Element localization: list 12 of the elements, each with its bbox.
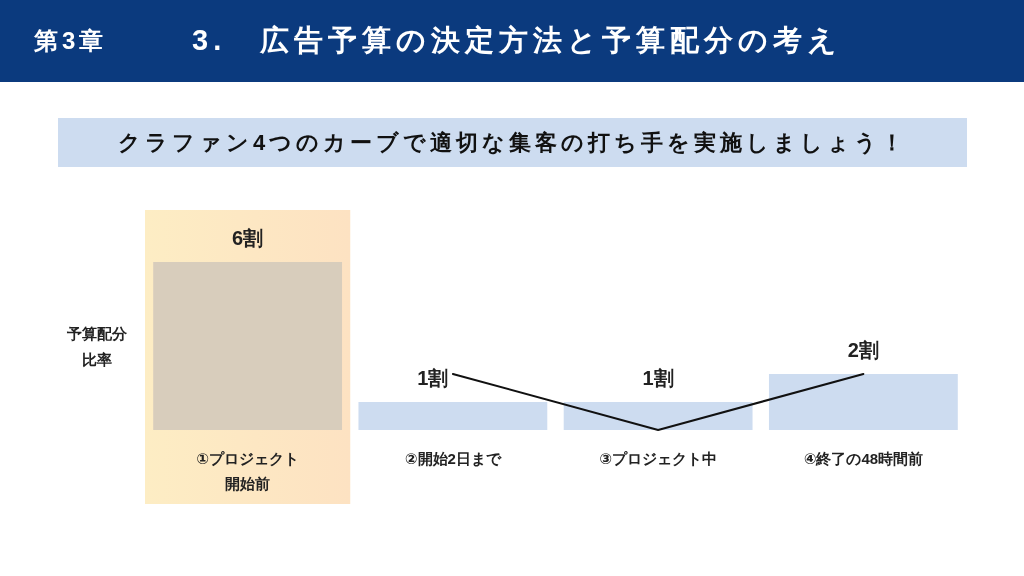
chart-title: 3. 広告予算の決定方法と予算配分の考え xyxy=(192,23,843,58)
x-tick-label: ①プロジェクト開始前 xyxy=(196,450,299,492)
x-tick-label: ③プロジェクト中 xyxy=(599,450,717,467)
data-label: 2割 xyxy=(847,339,879,361)
x-tick-label: ②開始2日まで xyxy=(404,450,502,467)
x-tick-label: ④終了の48時間前 xyxy=(803,450,924,467)
chart-subtitle: クラファン4つのカーブで適切な集客の打ち手を実施しましょう！ xyxy=(117,128,908,157)
data-label: 6割 xyxy=(232,227,264,249)
data-label: 1割 xyxy=(642,367,674,389)
y-axis-title: 予算配分比率 xyxy=(66,324,128,368)
data-label: 1割 xyxy=(417,367,449,389)
text: 第3章 xyxy=(34,26,108,56)
